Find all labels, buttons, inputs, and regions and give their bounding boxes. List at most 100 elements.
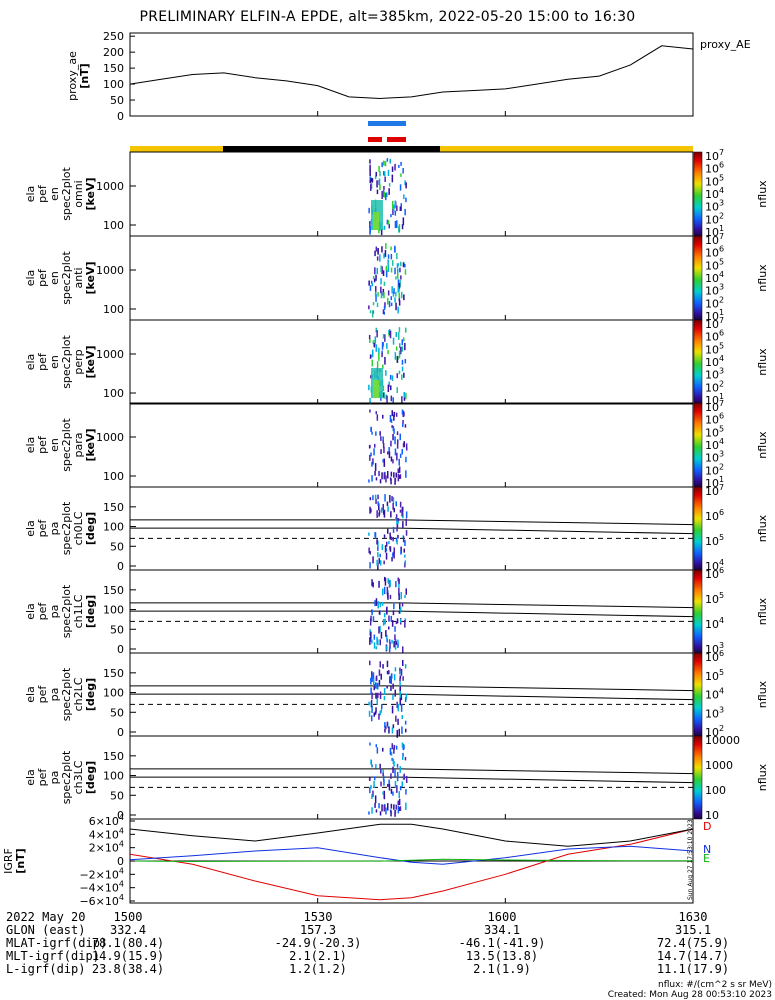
pa-spectrogram-pixel [379, 710, 381, 716]
pa-spectrogram-pixel [399, 603, 401, 610]
energy-spectrogram-pixel [382, 436, 384, 441]
energy-spectrogram-pixel [379, 171, 381, 177]
pa-spectrogram-pixel [395, 621, 398, 625]
energy-spectrogram-pixel [399, 474, 402, 479]
energy-spectrogram-pixel [394, 163, 396, 171]
pa-spectrogram-pixel [402, 646, 404, 654]
pa-spectrogram-pixel [389, 579, 391, 587]
energy-spectrogram-pixel [369, 176, 371, 183]
energy-panel-ylabel: para [72, 433, 85, 458]
energy-spectrogram-pixel [386, 395, 388, 404]
energy-ytick: 100 [103, 303, 124, 316]
pa-spectrogram-pixel [371, 579, 373, 587]
energy-spectrogram-pixel [379, 184, 381, 190]
energy-spectrogram-pixel [382, 270, 385, 276]
pa-spectrogram-pixel [391, 496, 393, 502]
colorbar [693, 151, 703, 237]
pa-spectrogram-pixel [397, 718, 399, 725]
pa-spectrogram-pixel [386, 645, 388, 651]
energy-spectrogram-pixel [405, 197, 407, 203]
energy-spectrogram-pixel [405, 182, 407, 189]
pa-spectrogram-pixel [368, 532, 370, 536]
energy-spectrogram-pixel [398, 370, 401, 375]
energy-spectrogram-pixel [370, 182, 373, 189]
pa-spectrogram-pixel [378, 503, 380, 511]
energy-spectrogram-pixel [402, 420, 404, 424]
energy-spectrogram-pixel [382, 443, 385, 448]
pa-ytick: 100 [103, 770, 124, 783]
pa-spectrogram-pixel [392, 503, 394, 510]
loss-cone-lower [130, 693, 694, 701]
pa-spectrogram-pixel [399, 806, 402, 811]
pa-spectrogram-pixel [369, 497, 372, 501]
colorbar-tick-label: 104 [705, 354, 724, 369]
pa-spectrogram-pixel [404, 594, 406, 598]
pa-spectrogram-pixel [392, 552, 394, 557]
energy-spectrogram-pixel [396, 205, 398, 212]
pa-spectrogram-pixel [399, 677, 401, 681]
pa-spectrogram-pixel [390, 673, 393, 678]
colorbar-tick-label: 102 [705, 295, 724, 310]
proxy-ae-ytick: 0 [117, 110, 124, 123]
pa-panel-ylabel: spec2plot [60, 667, 73, 721]
pa-spectrogram-pixel [392, 610, 395, 616]
colorbar-tick-label: 104 [705, 616, 724, 631]
pa-spectrogram-pixel [375, 764, 377, 769]
pa-spectrogram-pixel [383, 793, 386, 800]
energy-spectrogram-pixel [369, 164, 371, 172]
energy-spectrogram-pixel [378, 347, 380, 354]
energy-panel-frame [129, 402, 694, 488]
energy-spectrogram-pixel [368, 305, 370, 310]
energy-spectrogram-pixel [372, 349, 374, 358]
pa-spectrogram-pixel [405, 588, 407, 595]
pa-spectrogram-pixel [378, 610, 381, 615]
energy-ytick: 1000 [96, 348, 124, 361]
energy-panel-ylabel: pef [36, 268, 49, 287]
energy-spectrogram-pixel [375, 431, 377, 436]
colorbar-tick-label: 104 [705, 558, 724, 573]
energy-panel-ylabel: ela [24, 437, 37, 454]
pa-spectrogram-pixel [382, 618, 385, 626]
pa-ytick: 150 [103, 501, 124, 514]
pa-spectrogram-pixel [405, 728, 407, 733]
colorbar [693, 652, 703, 737]
pa-spectrogram-pixel [388, 639, 391, 644]
pa-spectrogram-pixel [373, 712, 375, 717]
pa-spectrogram-pixel [388, 541, 390, 545]
pa-spectrogram-pixel [368, 777, 371, 781]
colorbar-tick-label: 107 [705, 316, 724, 331]
pa-spectrogram-pixel [385, 725, 387, 730]
pa-panel-ylabel: [deg] [84, 512, 97, 545]
energy-spectrogram-pixel [389, 158, 391, 164]
pa-spectrogram-pixel [387, 592, 389, 600]
pa-spectrogram-pixel [401, 602, 404, 607]
colorbar-tick-label: 101 [705, 308, 724, 323]
pa-spectrogram-pixel [390, 773, 392, 779]
energy-spectrogram-pixel [384, 250, 387, 257]
energy-spectrogram-pixel [382, 364, 384, 369]
energy-ytick: 1000 [96, 431, 124, 444]
energy-spectrogram-pixel [404, 208, 406, 216]
pa-spectrogram-pixel [383, 688, 386, 695]
energy-spectrogram-pixel [383, 171, 385, 176]
footer-row-value: 72.4(75.9) [657, 936, 729, 950]
energy-spectrogram-pixel [393, 288, 395, 294]
energy-panel-ylabel: [keV] [84, 345, 97, 378]
energy-spectrogram-pixel [368, 445, 371, 449]
energy-spectrogram-pixel [368, 479, 370, 483]
pa-spectrogram-pixel [392, 683, 394, 689]
energy-spectrogram-pixel [378, 470, 380, 477]
colorbar-tick-label: 106 [705, 329, 724, 344]
pa-spectrogram-pixel [379, 763, 381, 769]
pa-spectrogram-pixel [383, 509, 386, 518]
pa-spectrogram-pixel [384, 545, 387, 553]
proxy-ae-ylabel: proxy_ae [66, 51, 79, 101]
energy-spectrogram-pixel [394, 267, 396, 275]
energy-spectrogram-pixel [376, 180, 378, 188]
energy-panel-frame [129, 319, 694, 405]
energy-panel-ylabel: pef [36, 435, 49, 454]
pa-spectrogram-pixel [378, 679, 381, 685]
loss-cone-upper [130, 602, 694, 609]
energy-spectrogram-pixel [400, 275, 402, 280]
footer-row-label: 2022 May 20 [6, 910, 85, 924]
